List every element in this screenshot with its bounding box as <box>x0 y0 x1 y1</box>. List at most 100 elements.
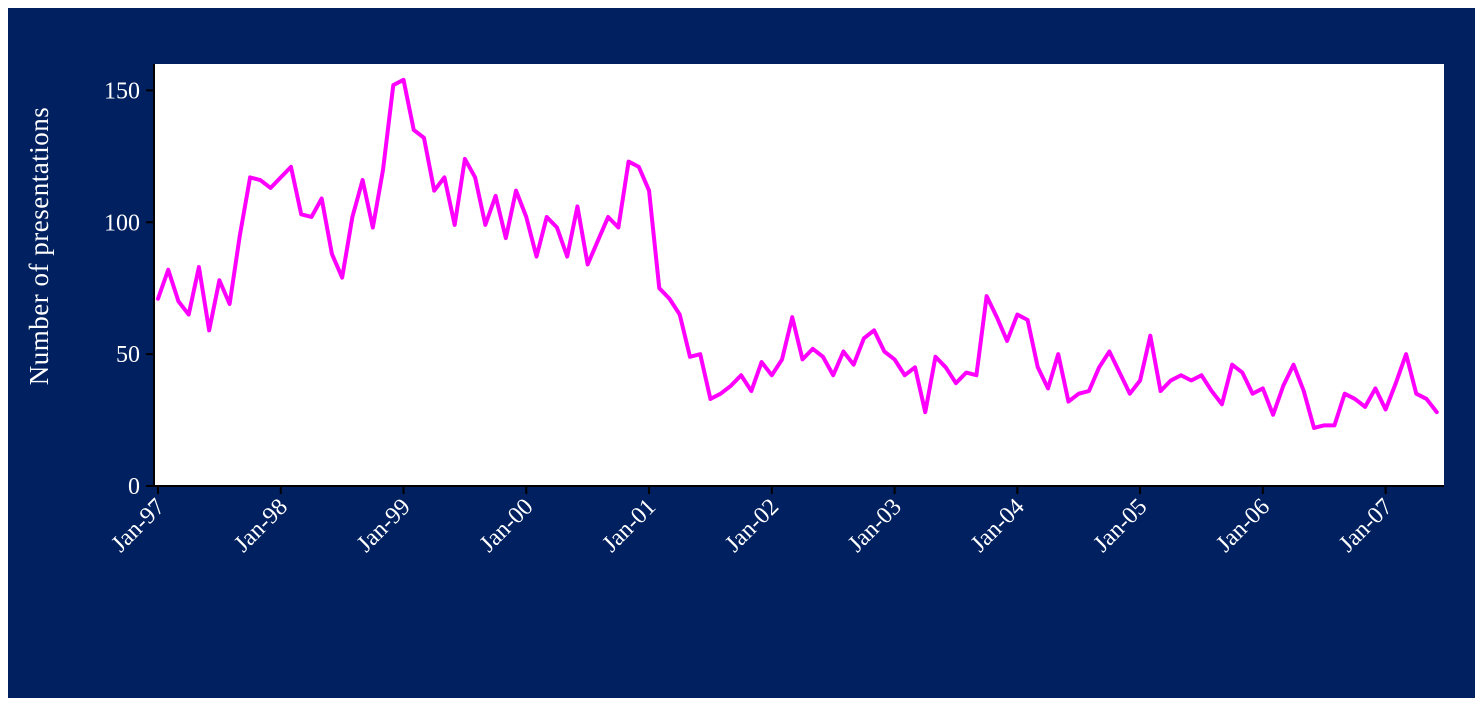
data-point <box>289 165 293 169</box>
y-tick-label: 0 <box>128 474 140 500</box>
x-tick-label: Jan-99 <box>352 494 416 558</box>
data-point <box>647 189 651 193</box>
data-point <box>1015 313 1019 317</box>
data-point <box>309 215 313 219</box>
data-point <box>821 355 825 359</box>
x-tick-label: Jan-05 <box>1089 494 1153 558</box>
data-point <box>1363 405 1367 409</box>
data-point <box>1312 426 1316 430</box>
data-point <box>524 215 528 219</box>
data-point <box>1118 371 1122 375</box>
x-axis-ticks: Jan-97 Jan-98 Jan-99 Jan-00 Jan-01 Jan-02 Jan-… <box>107 486 1398 557</box>
y-tick-label: 150 <box>104 78 140 104</box>
data-point <box>1169 379 1173 382</box>
data-point <box>176 299 180 303</box>
data-point <box>893 357 897 361</box>
data-point <box>964 371 968 375</box>
data-point <box>463 157 467 161</box>
data-point <box>903 373 907 377</box>
chart-frame: 0 50 100 150 Jan-97 Jan-98 Jan-99 Jan-00 Jan-01… <box>8 8 1475 698</box>
data-point <box>514 189 518 193</box>
data-point <box>371 226 375 230</box>
x-tick-label: Jan-01 <box>598 494 662 558</box>
data-point <box>504 236 508 240</box>
data-point <box>320 197 324 201</box>
data-point <box>1046 386 1050 390</box>
data-point <box>156 297 160 301</box>
data-point <box>565 255 569 259</box>
x-tick-label: Jan-03 <box>843 494 907 558</box>
data-point <box>258 178 262 182</box>
x-tick-label: Jan-02 <box>720 494 784 558</box>
data-point <box>207 328 211 332</box>
data-point <box>1128 392 1132 396</box>
series-layer <box>156 77 1439 430</box>
data-point <box>1373 386 1377 390</box>
data-point <box>790 315 794 319</box>
data-point <box>933 355 937 359</box>
data-point <box>1322 423 1326 427</box>
data-point <box>862 336 866 340</box>
data-point <box>913 365 917 369</box>
data-point <box>494 194 498 198</box>
data-point <box>657 286 661 290</box>
data-point <box>1189 379 1193 382</box>
data-point <box>811 347 815 351</box>
data-point <box>575 204 579 208</box>
data-point <box>330 252 334 256</box>
data-point <box>1148 334 1152 338</box>
series-line <box>156 77 1439 430</box>
data-point <box>831 373 835 377</box>
data-point <box>1404 352 1408 356</box>
data-point <box>606 215 610 219</box>
x-tick-label: Jan-97 <box>107 494 171 558</box>
data-point <box>586 262 590 266</box>
data-point <box>1292 363 1296 367</box>
data-point <box>616 226 620 230</box>
data-point <box>1271 413 1275 417</box>
data-point <box>1302 389 1306 393</box>
data-point <box>453 223 457 227</box>
data-point <box>1384 408 1388 412</box>
data-point <box>719 392 723 396</box>
data-point <box>852 363 856 367</box>
data-point <box>555 226 559 230</box>
data-point <box>432 189 436 193</box>
data-point <box>1036 365 1040 369</box>
data-point <box>668 297 671 301</box>
data-point <box>1056 352 1060 356</box>
data-point <box>596 239 600 243</box>
data-point <box>1179 373 1183 377</box>
data-point <box>637 165 641 169</box>
x-tick-label: Jan-04 <box>966 494 1030 558</box>
data-point <box>1230 363 1234 367</box>
data-point <box>923 410 927 414</box>
data-point <box>944 365 948 369</box>
data-point <box>872 328 876 332</box>
data-point <box>361 178 365 182</box>
axes <box>153 64 1444 487</box>
data-point <box>739 373 743 377</box>
y-axis-ticks: 0 50 100 150 <box>104 78 154 500</box>
data-point <box>1435 410 1439 414</box>
data-point <box>974 373 978 377</box>
data-point <box>800 357 804 361</box>
data-point <box>228 302 232 306</box>
data-point <box>1261 386 1265 390</box>
data-point <box>627 160 631 164</box>
data-point <box>340 276 344 280</box>
data-point <box>1414 392 1418 396</box>
data-point <box>391 83 395 87</box>
data-point <box>269 186 273 190</box>
data-point <box>1138 379 1142 382</box>
data-point <box>535 255 539 259</box>
data-point <box>1220 402 1224 406</box>
data-point <box>483 223 487 227</box>
data-point <box>760 360 764 364</box>
data-point <box>1159 389 1163 393</box>
data-point <box>1087 389 1091 393</box>
data-point <box>729 384 733 388</box>
data-point <box>1281 384 1285 388</box>
data-point <box>1425 397 1429 401</box>
data-point <box>1097 365 1101 369</box>
